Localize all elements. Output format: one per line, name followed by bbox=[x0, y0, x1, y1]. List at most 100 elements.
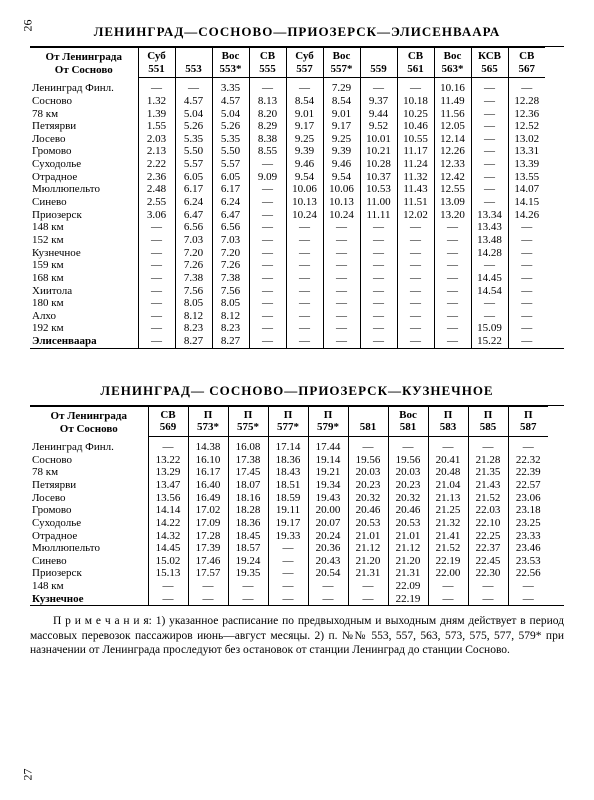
train-number-header: 579* bbox=[308, 421, 348, 436]
time-cell: — bbox=[434, 247, 471, 260]
from-header: От ЛенинградаОт Сосново bbox=[30, 48, 138, 78]
time-cell: 20.07 bbox=[308, 517, 348, 530]
train-type-header bbox=[348, 406, 388, 421]
table-row: 192 км—8.238.23——————15.09— bbox=[30, 322, 545, 335]
table-row: 78 км1.395.045.048.209.019.019.4410.2511… bbox=[30, 108, 545, 121]
time-cell: 20.54 bbox=[308, 567, 348, 580]
time-cell: 10.06 bbox=[286, 183, 323, 196]
station-name: 180 км bbox=[30, 297, 138, 310]
time-cell: 13.02 bbox=[508, 133, 545, 146]
time-cell: 13.48 bbox=[471, 234, 508, 247]
time-cell: 2.13 bbox=[138, 145, 175, 158]
time-cell: 14.54 bbox=[471, 285, 508, 298]
time-cell: — bbox=[249, 78, 286, 95]
table-row: Суходолье2.225.575.57—9.469.4610.2811.24… bbox=[30, 158, 545, 171]
station-name: Громово bbox=[30, 145, 138, 158]
time-cell: — bbox=[471, 78, 508, 95]
table-row: Мюллюпельто14.4517.3918.57—20.3621.1221.… bbox=[30, 542, 548, 555]
time-cell: — bbox=[360, 234, 397, 247]
time-cell: 13.47 bbox=[148, 479, 188, 492]
table-row: Приозерск15.1317.5719.35—20.5421.3121.31… bbox=[30, 567, 548, 580]
time-cell: 20.24 bbox=[308, 530, 348, 543]
time-cell: 20.03 bbox=[348, 466, 388, 479]
time-cell: 13.20 bbox=[434, 209, 471, 222]
time-cell: — bbox=[268, 593, 308, 606]
time-cell: 19.56 bbox=[348, 454, 388, 467]
time-cell: 8.20 bbox=[249, 108, 286, 121]
time-cell: 20.32 bbox=[348, 492, 388, 505]
time-cell: 10.37 bbox=[360, 171, 397, 184]
time-cell: 21.31 bbox=[348, 567, 388, 580]
time-cell: — bbox=[348, 580, 388, 593]
time-cell: 6.17 bbox=[175, 183, 212, 196]
time-cell: — bbox=[286, 259, 323, 272]
time-cell: 22.00 bbox=[428, 567, 468, 580]
station-name: Отрадное bbox=[30, 171, 138, 184]
time-cell: 10.13 bbox=[286, 196, 323, 209]
time-cell: 2.48 bbox=[138, 183, 175, 196]
time-cell: 23.25 bbox=[508, 517, 548, 530]
time-cell: 19.11 bbox=[268, 504, 308, 517]
station-name: Ленинград Финл. bbox=[30, 78, 138, 95]
time-cell: 11.00 bbox=[360, 196, 397, 209]
time-cell: — bbox=[397, 297, 434, 310]
time-cell: 19.14 bbox=[308, 454, 348, 467]
time-cell: 10.28 bbox=[360, 158, 397, 171]
time-cell: — bbox=[434, 285, 471, 298]
station-name: Приозерск bbox=[30, 209, 138, 222]
time-cell: 20.53 bbox=[388, 517, 428, 530]
table-row: 152 км—7.037.03——————13.48— bbox=[30, 234, 545, 247]
time-cell: — bbox=[138, 234, 175, 247]
table-row: Ленинград Финл.—14.3816.0817.1417.44————… bbox=[30, 437, 548, 454]
time-cell: 21.04 bbox=[428, 479, 468, 492]
time-cell: 18.07 bbox=[228, 479, 268, 492]
time-cell: 10.24 bbox=[286, 209, 323, 222]
station-name: Приозерск bbox=[30, 567, 148, 580]
time-cell: 19.17 bbox=[268, 517, 308, 530]
time-cell: 18.59 bbox=[268, 492, 308, 505]
time-cell: 8.23 bbox=[212, 322, 249, 335]
time-cell: 18.28 bbox=[228, 504, 268, 517]
time-cell: 12.52 bbox=[508, 120, 545, 133]
time-cell: — bbox=[468, 437, 508, 454]
time-cell: 3.06 bbox=[138, 209, 175, 222]
time-cell: 20.41 bbox=[428, 454, 468, 467]
time-cell: — bbox=[249, 221, 286, 234]
time-cell: 2.22 bbox=[138, 158, 175, 171]
time-cell: 7.38 bbox=[212, 272, 249, 285]
train-type-header: Суб bbox=[138, 48, 175, 63]
time-cell: — bbox=[360, 297, 397, 310]
time-cell: — bbox=[249, 272, 286, 285]
table-row: Элисенваара—8.278.27——————15.22— bbox=[30, 335, 545, 348]
time-cell: 7.56 bbox=[212, 285, 249, 298]
time-cell: 23.18 bbox=[508, 504, 548, 517]
time-cell: 20.46 bbox=[348, 504, 388, 517]
time-cell: 16.17 bbox=[188, 466, 228, 479]
time-cell: 10.16 bbox=[434, 78, 471, 95]
train-number-header: 555 bbox=[249, 63, 286, 78]
time-cell: 11.17 bbox=[397, 145, 434, 158]
time-cell: 21.20 bbox=[348, 555, 388, 568]
train-type-header: СВ bbox=[148, 406, 188, 421]
table-row: Синево15.0217.4619.24—20.4321.2021.2022.… bbox=[30, 555, 548, 568]
time-cell: 10.06 bbox=[323, 183, 360, 196]
time-cell: 22.09 bbox=[388, 580, 428, 593]
time-cell: — bbox=[249, 196, 286, 209]
time-cell: 22.57 bbox=[508, 479, 548, 492]
time-cell: — bbox=[397, 234, 434, 247]
time-cell: — bbox=[508, 310, 545, 323]
time-cell: — bbox=[471, 158, 508, 171]
time-cell: 14.45 bbox=[148, 542, 188, 555]
time-cell: 20.00 bbox=[308, 504, 348, 517]
time-cell: 8.13 bbox=[249, 95, 286, 108]
table-row: Кузнечное——————22.19——— bbox=[30, 593, 548, 606]
time-cell: 19.56 bbox=[388, 454, 428, 467]
time-cell: 5.26 bbox=[212, 120, 249, 133]
time-cell: 8.54 bbox=[286, 95, 323, 108]
route-title-2: ЛЕНИНГРАД— СОСНОВО—ПРИОЗЕРСК—КУЗНЕЧНОЕ bbox=[30, 383, 564, 399]
time-cell: — bbox=[360, 285, 397, 298]
time-cell: 12.42 bbox=[434, 171, 471, 184]
time-cell: 9.44 bbox=[360, 108, 397, 121]
time-cell: 9.25 bbox=[323, 133, 360, 146]
time-cell: — bbox=[360, 272, 397, 285]
